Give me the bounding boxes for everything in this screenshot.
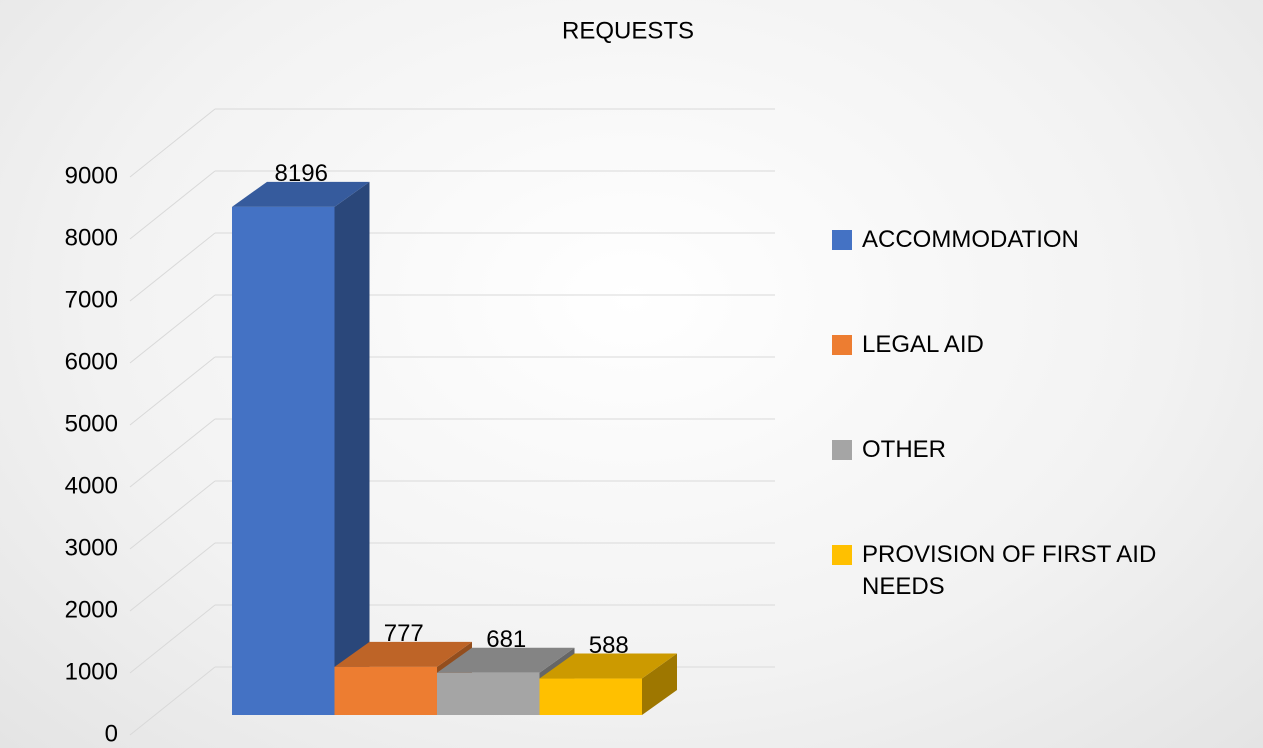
y-tick-label: 4000 — [65, 472, 118, 499]
bar — [334, 666, 437, 715]
y-tick-label: 3000 — [65, 534, 118, 561]
y-tick-label: 9000 — [65, 162, 118, 189]
legend-item: ACCOMMODATION — [832, 224, 1242, 256]
y-tick-label: 1000 — [65, 658, 118, 685]
legend-swatch — [832, 440, 852, 460]
legend-label: OTHER — [862, 436, 946, 463]
y-tick-label: 2000 — [65, 596, 118, 623]
bar — [437, 672, 540, 715]
chart-title: REQUESTS — [562, 17, 694, 44]
bar-side — [642, 653, 677, 715]
grid-line — [129, 542, 216, 612]
data-label: 8196 — [275, 160, 328, 187]
grid-line — [129, 108, 216, 178]
legend-item: LEGAL AID — [832, 329, 1242, 361]
grid-line — [129, 418, 216, 488]
grid-line — [129, 666, 216, 736]
data-label: 681 — [486, 626, 526, 653]
grid-line — [129, 480, 216, 550]
grid-line — [129, 170, 216, 240]
bar-side — [334, 181, 370, 715]
y-tick-label: 6000 — [65, 348, 118, 375]
grid-line — [129, 604, 216, 674]
bar-top — [334, 641, 472, 667]
grid-line — [129, 356, 216, 426]
legend-swatch — [832, 545, 852, 565]
legend-swatch — [832, 335, 852, 355]
grid-line — [129, 232, 216, 302]
legend-item: OTHER — [832, 434, 1242, 466]
bar-top — [539, 653, 677, 679]
legend-item: PROVISION OF FIRST AID NEEDS — [832, 539, 1242, 603]
y-tick-label: 0 — [105, 720, 118, 747]
legend-label: PROVISION OF FIRST AID NEEDS — [862, 541, 1157, 600]
data-label: 588 — [589, 632, 629, 659]
legend-swatch — [832, 230, 852, 250]
bar — [232, 206, 335, 715]
y-tick-label: 8000 — [65, 224, 118, 251]
legend-label: LEGAL AID — [862, 331, 984, 358]
bar-top — [232, 181, 370, 207]
legend-label: ACCOMMODATION — [862, 226, 1079, 253]
y-tick-label: 7000 — [65, 286, 118, 313]
bar — [539, 678, 642, 715]
bar-top — [437, 647, 575, 673]
y-tick-label: 5000 — [65, 410, 118, 437]
grid-line — [129, 294, 216, 364]
data-label: 777 — [384, 620, 424, 647]
